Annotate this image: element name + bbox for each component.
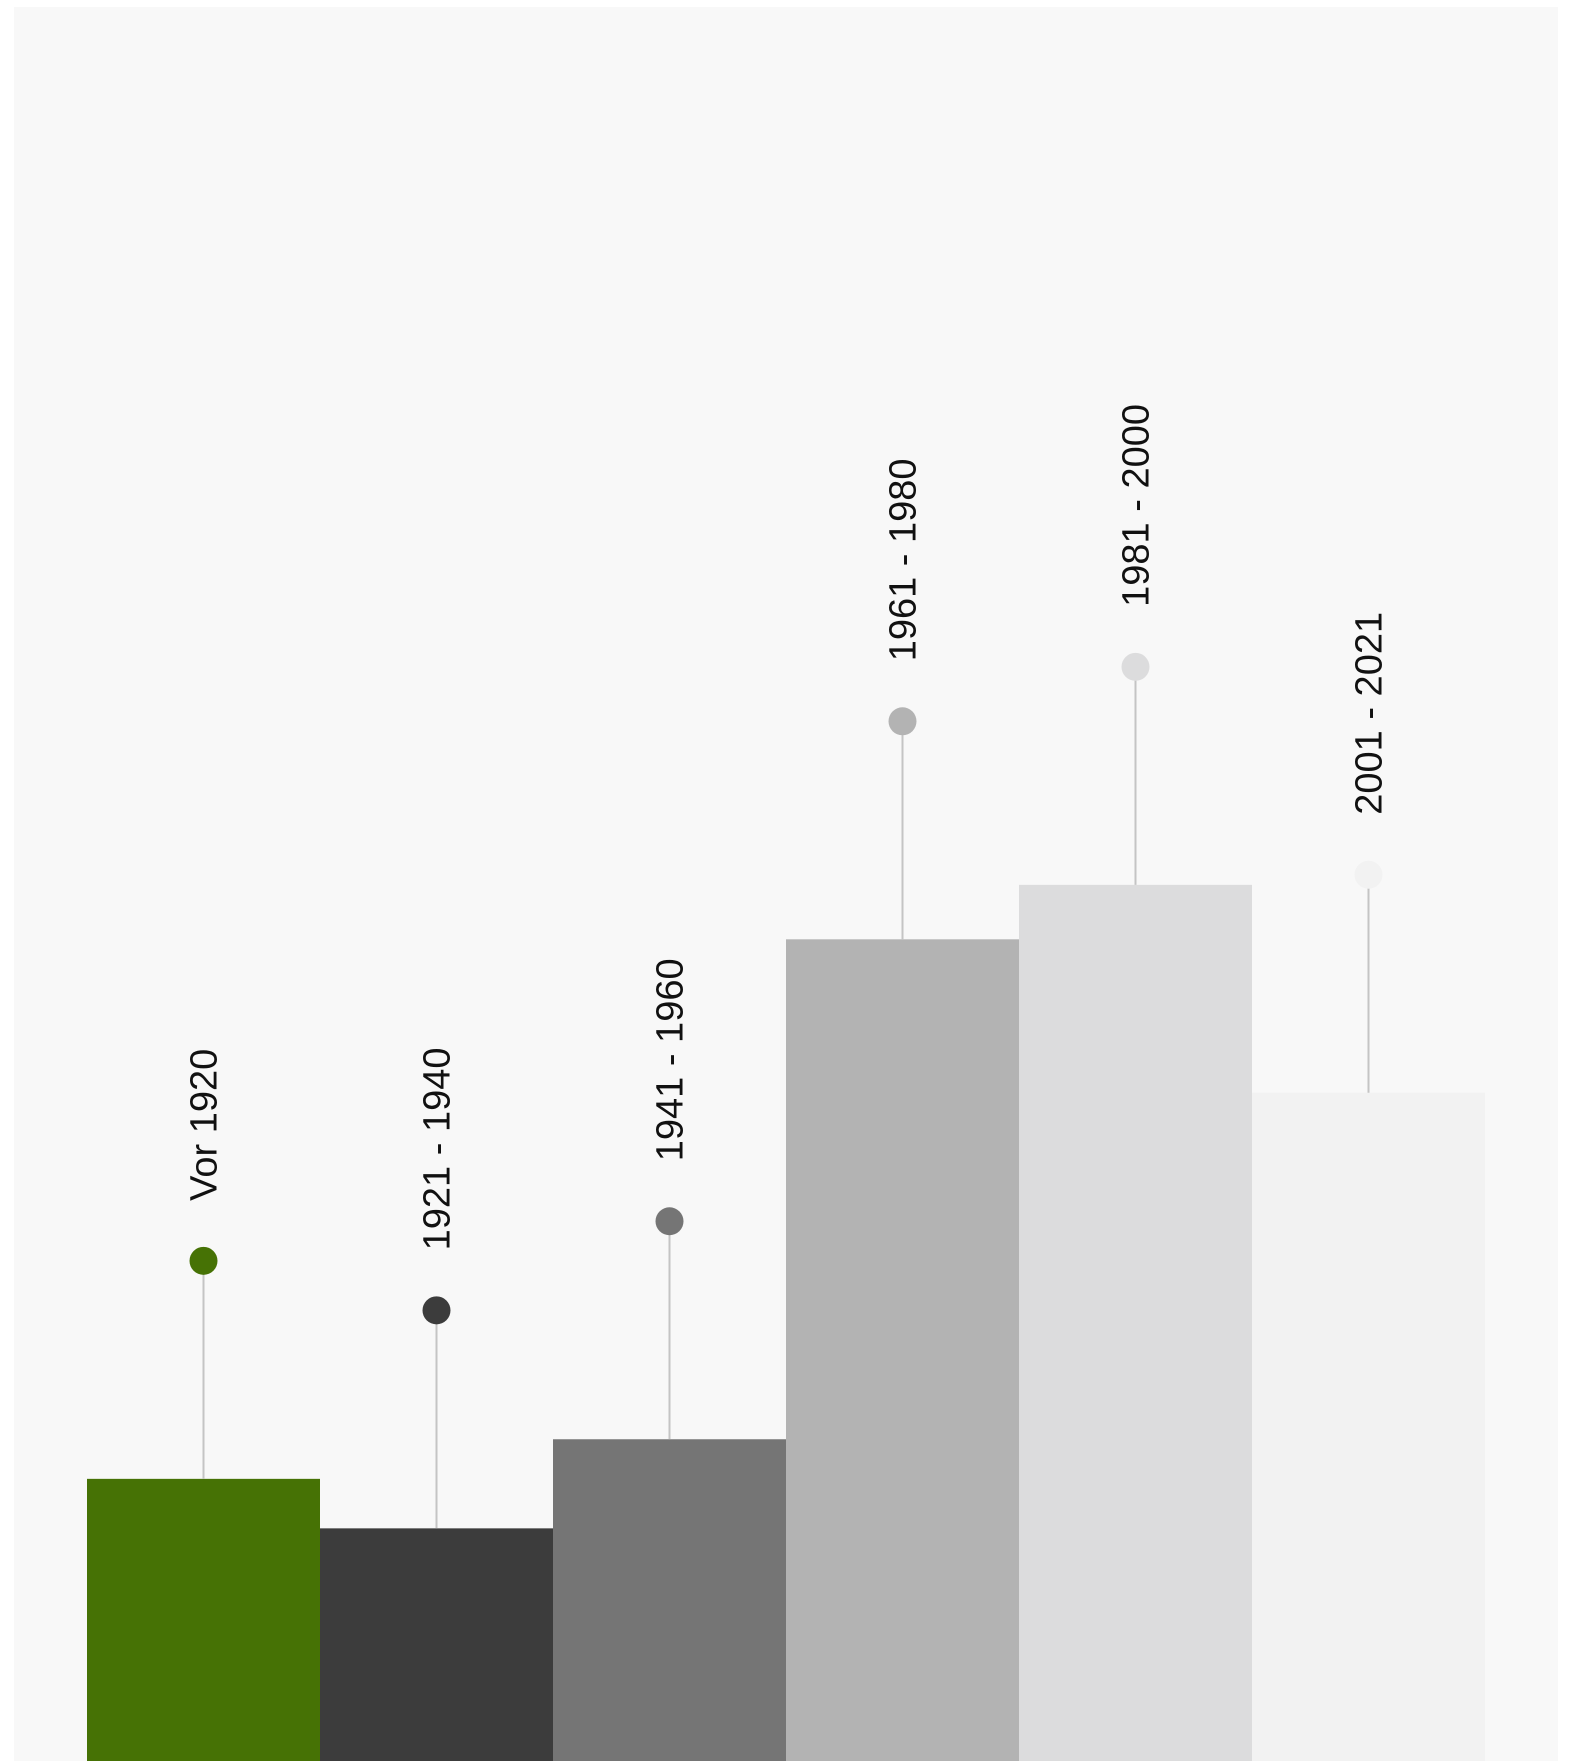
bar-chart: Vor 1920 1921 - 1940 1941 - 1960 1961 - 198… — [87, 404, 1485, 1761]
category-label-5: 2001 - 2021 — [1349, 612, 1391, 815]
bar-0 — [87, 1478, 320, 1761]
category-label-2: 1941 - 1960 — [650, 958, 692, 1161]
marker-dot-3 — [888, 707, 917, 736]
bar-3 — [786, 939, 1019, 1761]
marker-dot-5 — [1354, 860, 1383, 889]
chart-panel: Vor 1920 1921 - 1940 1941 - 1960 1961 - 198… — [14, 7, 1558, 1761]
category-label-0: Vor 1920 — [184, 1049, 226, 1201]
bar-5 — [1252, 1092, 1485, 1761]
marker-dot-4 — [1121, 652, 1150, 681]
marker-dot-0 — [189, 1246, 218, 1275]
bar-1 — [320, 1528, 553, 1761]
marker-dot-1 — [422, 1296, 451, 1325]
bar-4 — [1019, 884, 1252, 1761]
category-label-4: 1981 - 2000 — [1116, 404, 1158, 607]
marker-dot-2 — [655, 1207, 684, 1236]
bar-2 — [553, 1439, 786, 1761]
category-label-1: 1921 - 1940 — [417, 1048, 459, 1251]
category-label-3: 1961 - 1980 — [883, 458, 925, 661]
